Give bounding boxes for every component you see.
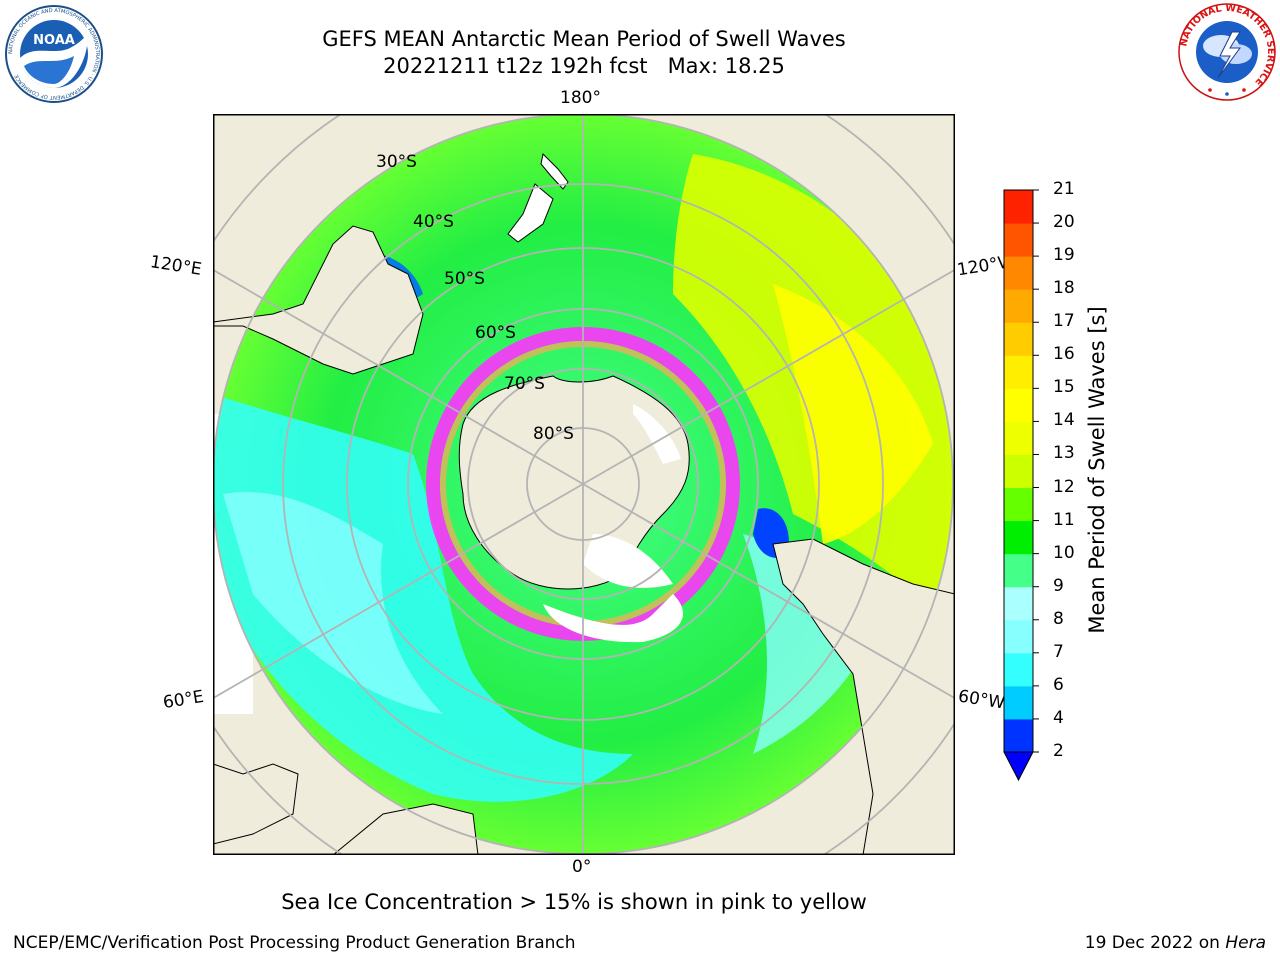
lon-label-120e: 120°E bbox=[148, 252, 203, 280]
colorbar-tick-label: 13 bbox=[1053, 443, 1075, 464]
footer-date: 19 Dec 2022 on Hera bbox=[1085, 933, 1266, 953]
lon-label-180: 180° bbox=[560, 88, 601, 108]
footer-host: Hera bbox=[1225, 933, 1266, 953]
lat-label-80s: 80°S bbox=[533, 424, 574, 444]
sea-ice-caption: Sea Ice Concentration > 15% is shown in … bbox=[281, 890, 867, 914]
colorbar-tick-label: 16 bbox=[1053, 344, 1075, 365]
colorbar-tick-label: 15 bbox=[1053, 377, 1075, 398]
colorbar-tick-label: 10 bbox=[1053, 542, 1075, 563]
colorbar-segment bbox=[1004, 388, 1033, 422]
colorbar-segment bbox=[1004, 685, 1033, 720]
nws-logo: NATIONAL WEATHER SERVICE bbox=[1178, 3, 1276, 101]
colorbar-tick-label: 11 bbox=[1053, 509, 1075, 530]
lat-label-40s: 40°S bbox=[413, 212, 454, 232]
colorbar-segment bbox=[1004, 718, 1033, 753]
lon-label-0: 0° bbox=[572, 857, 592, 877]
footer-credit: NCEP/EMC/Verification Post Processing Pr… bbox=[13, 933, 576, 953]
colorbar-tick-label: 4 bbox=[1053, 707, 1064, 728]
colorbar-segment bbox=[1004, 454, 1033, 489]
land-antarctica bbox=[458, 375, 690, 590]
colorbar-tick-label: 12 bbox=[1053, 476, 1075, 497]
svg-text:NOAA: NOAA bbox=[33, 33, 75, 48]
land-africa bbox=[332, 803, 479, 855]
colorbar-tick-label: 21 bbox=[1053, 179, 1075, 199]
colorbar-tick-label: 19 bbox=[1053, 245, 1075, 266]
colorbar bbox=[1003, 189, 1039, 782]
colorbar-label: Mean Period of Swell Waves [s] bbox=[1085, 306, 1109, 634]
colorbar-tick-label: 14 bbox=[1053, 410, 1075, 431]
lon-label-60w: 60°W bbox=[956, 686, 1007, 714]
colorbar-segment bbox=[1004, 619, 1033, 654]
colorbar-segment bbox=[1004, 223, 1033, 257]
colorbar-segment bbox=[1004, 586, 1033, 621]
footer-date-text: 19 Dec 2022 on bbox=[1084, 933, 1226, 953]
lat-label-50s: 50°S bbox=[444, 269, 485, 289]
lon-label-60e: 60°E bbox=[161, 686, 206, 714]
lat-label-70s: 70°S bbox=[504, 374, 545, 394]
colorbar-tick-label: 6 bbox=[1053, 674, 1064, 695]
page-subtitle: 20221211 t12z 192h fcst Max: 18.25 bbox=[383, 54, 785, 78]
noaa-logo: NATIONAL OCEANIC AND ATMOSPHERIC ADMINIS… bbox=[5, 5, 103, 103]
colorbar-tick-label: 20 bbox=[1053, 212, 1075, 233]
colorbar-tick-label: 8 bbox=[1053, 608, 1064, 629]
colorbar-segment bbox=[1004, 553, 1033, 588]
lat-label-30s: 30°S bbox=[376, 152, 417, 172]
colorbar-frame bbox=[1003, 189, 1034, 753]
colorbar-segment bbox=[1004, 355, 1033, 389]
colorbar-segment bbox=[1004, 190, 1033, 224]
colorbar-segment bbox=[1004, 421, 1033, 455]
colorbar-segment bbox=[1004, 487, 1033, 522]
colorbar-segment bbox=[1004, 652, 1033, 687]
lat-label-60s: 60°S bbox=[475, 323, 516, 343]
colorbar-segment bbox=[1004, 520, 1033, 555]
colorbar-extend-arrow bbox=[1003, 751, 1034, 782]
colorbar-segment bbox=[1004, 289, 1033, 323]
colorbar-tick-label: 18 bbox=[1053, 278, 1075, 299]
colorbar-tick-label: 17 bbox=[1053, 311, 1075, 332]
page-title: GEFS MEAN Antarctic Mean Period of Swell… bbox=[322, 27, 846, 51]
land-australia bbox=[213, 225, 424, 375]
polar-map bbox=[213, 114, 955, 855]
colorbar-tick-label: 7 bbox=[1053, 641, 1064, 662]
colorbar-tick-label: 9 bbox=[1053, 575, 1064, 596]
colorbar-tick-label: 2 bbox=[1053, 741, 1064, 761]
colorbar-segment bbox=[1004, 322, 1033, 356]
colorbar-segment bbox=[1004, 256, 1033, 290]
land-new-zealand bbox=[507, 152, 569, 243]
